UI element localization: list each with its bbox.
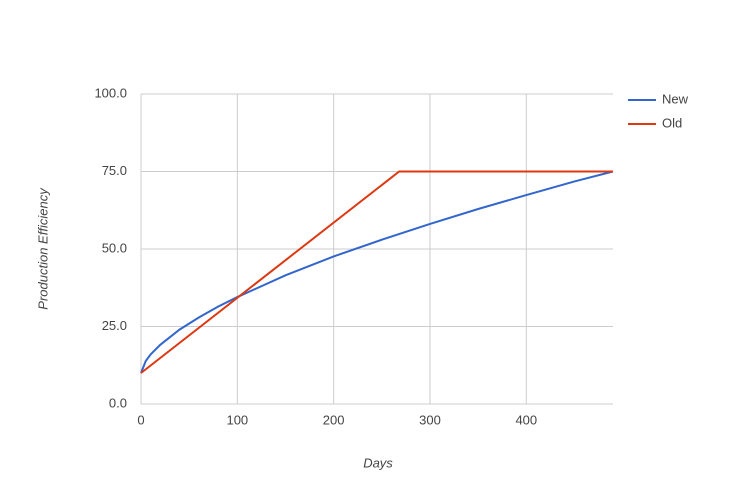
x-axis-title: Days xyxy=(363,455,393,470)
y-axis-title: Production Efficiency xyxy=(35,187,50,310)
y-tick-label: 75.0 xyxy=(102,163,127,178)
x-tick-label: 400 xyxy=(515,412,537,427)
x-tick-label: 100 xyxy=(226,412,248,427)
x-tick-label: 300 xyxy=(419,412,441,427)
series-line xyxy=(140,170,614,374)
legend-label: New xyxy=(662,91,689,106)
y-tick-label: 0.0 xyxy=(109,395,127,410)
y-tick-label: 100.0 xyxy=(94,85,127,100)
y-tick-label: 50.0 xyxy=(102,240,127,255)
y-tick-label: 25.0 xyxy=(102,318,127,333)
series-line xyxy=(140,170,613,374)
x-tick-label: 200 xyxy=(323,412,345,427)
x-tick-label: 0 xyxy=(137,412,144,427)
legend-label: Old xyxy=(662,115,682,130)
